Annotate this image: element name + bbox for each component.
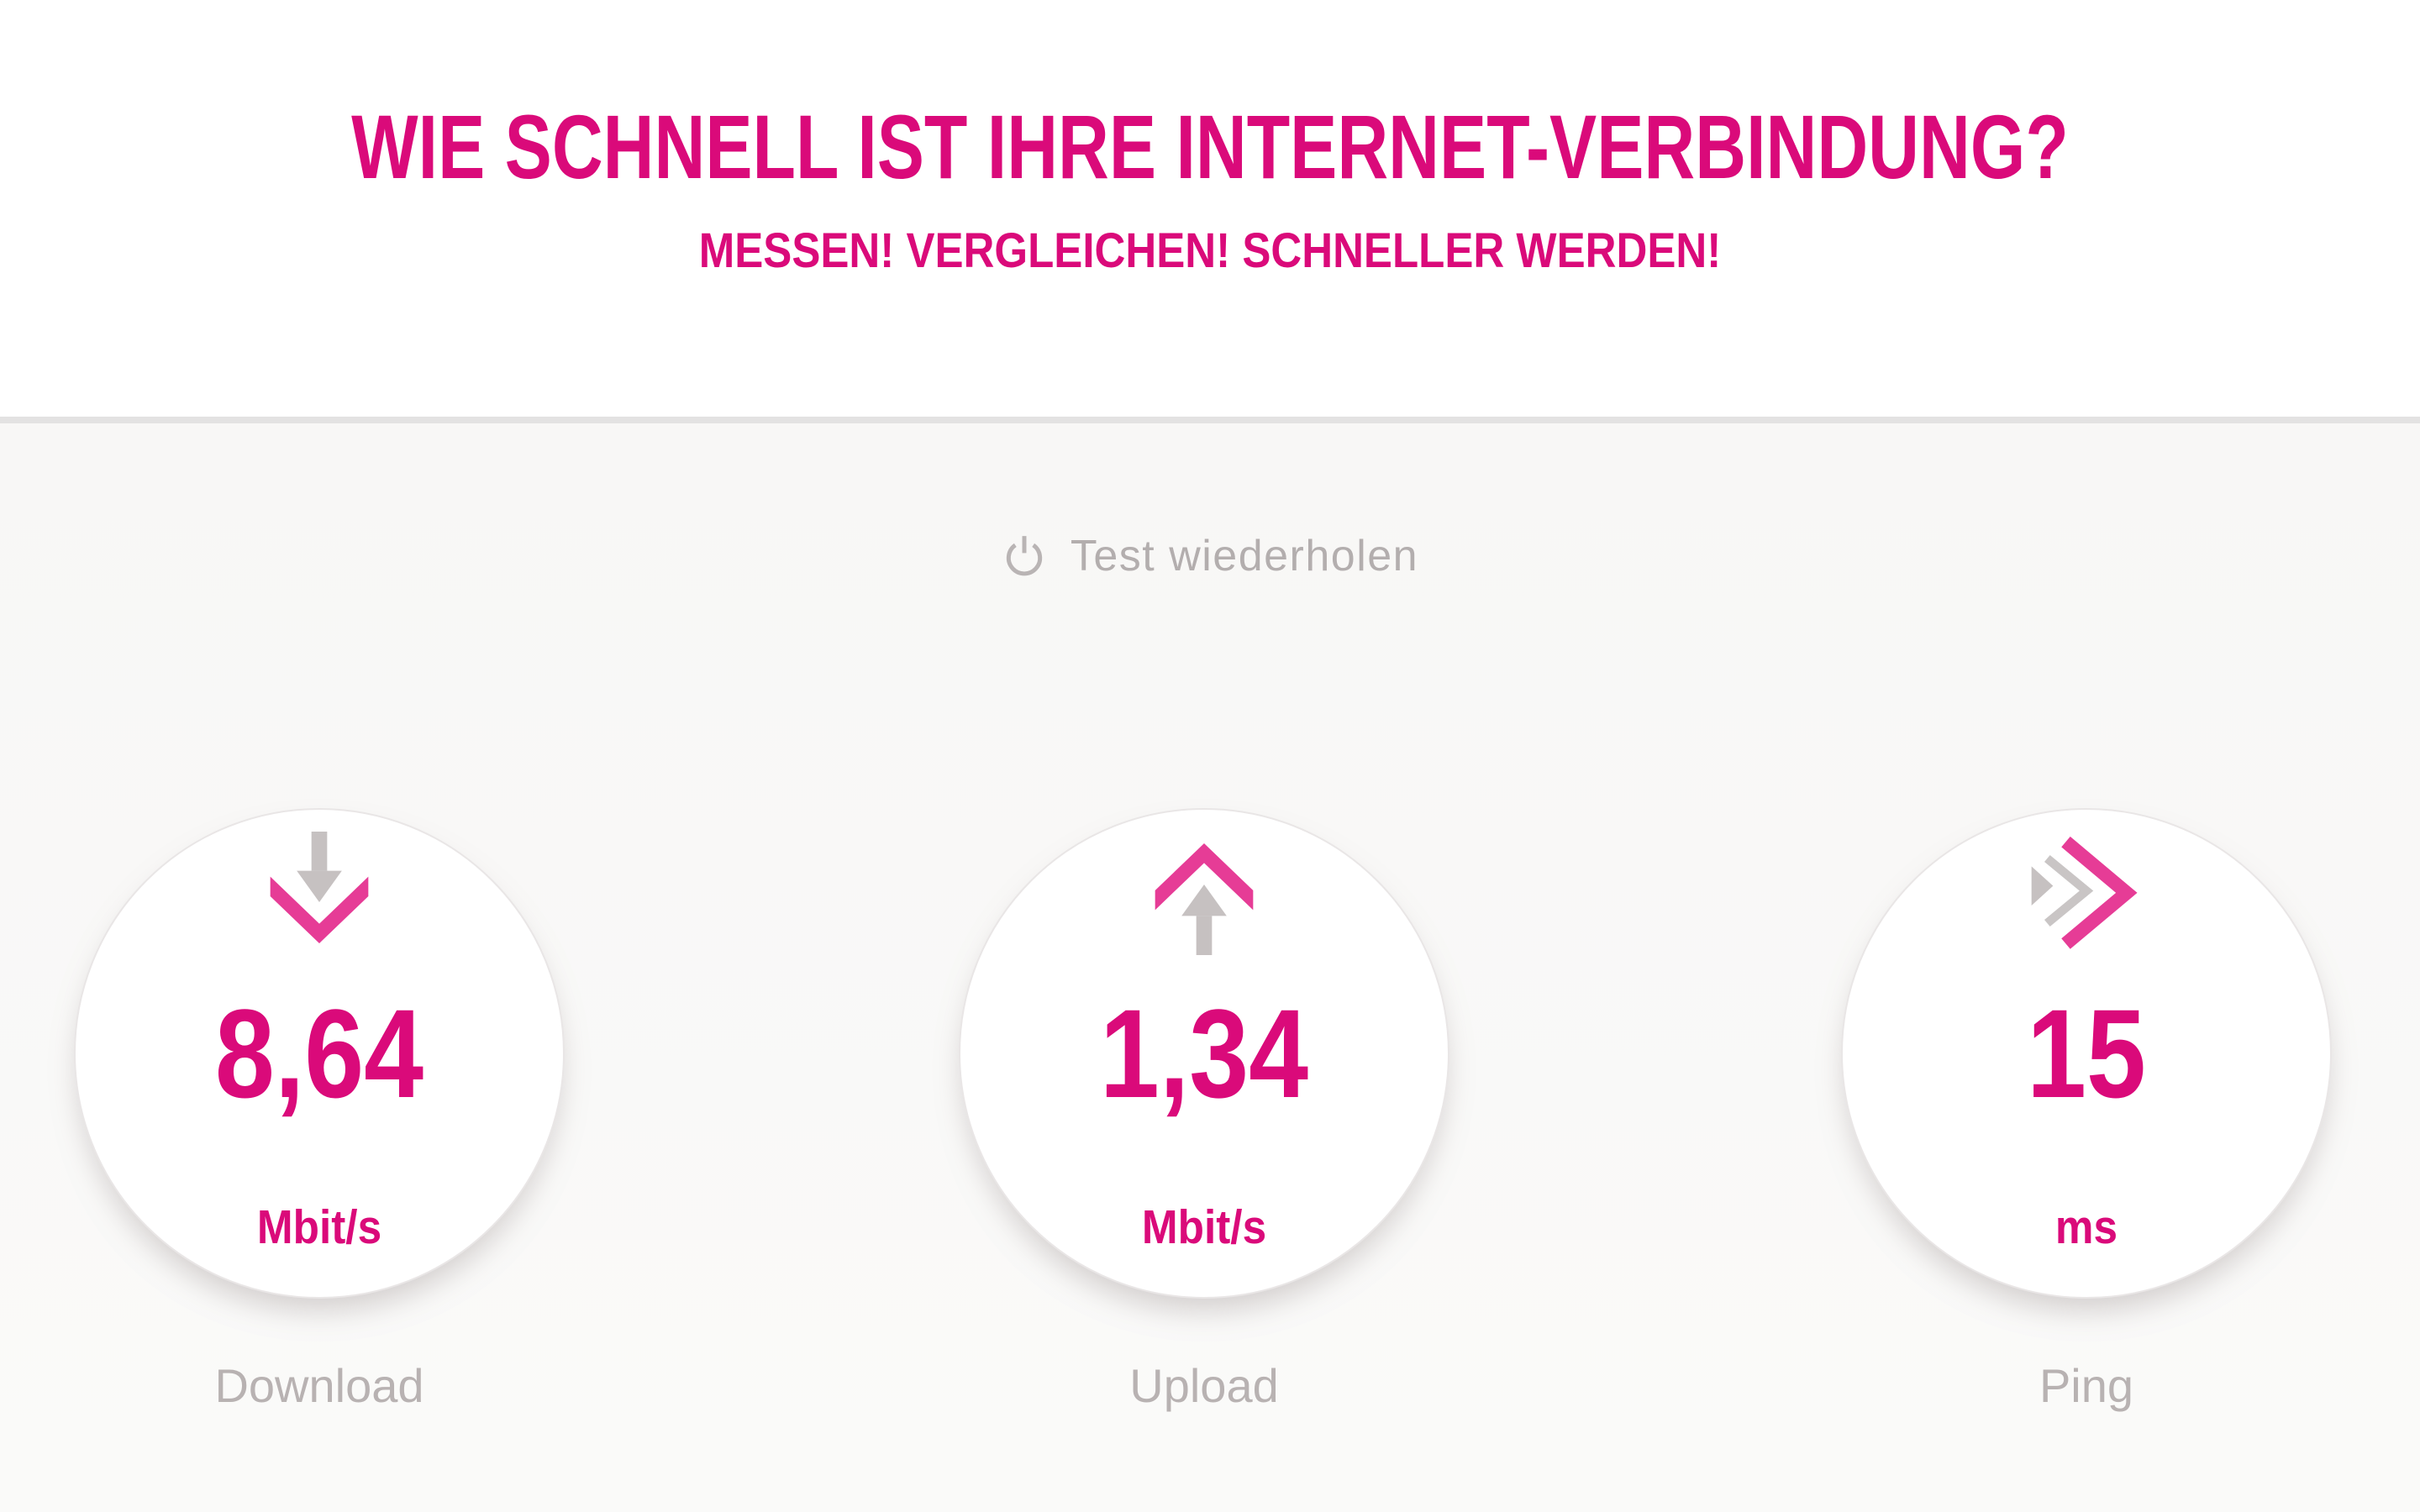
download-metric-circle: 8,64 Mbit/s Download xyxy=(74,808,565,1410)
upload-metric-circle: 1,34 Mbit/s Upload xyxy=(959,808,1449,1410)
page-subtitle: MESSEN! VERGLEICHEN! SCHNELLER WERDEN! xyxy=(698,223,1722,278)
header-divider xyxy=(0,417,2420,423)
download-value: 8,64 xyxy=(214,983,424,1124)
ping-value: 15 xyxy=(2027,983,2146,1124)
upload-label: Upload xyxy=(1129,1359,1279,1412)
page-title: WIE SCHNELL IST IHRE INTERNET-VERBINDUNG… xyxy=(351,96,2069,197)
ping-label: Ping xyxy=(2039,1359,2134,1412)
upload-value: 1,34 xyxy=(1099,983,1309,1124)
repeat-test-label: Test wiederholen xyxy=(1070,532,1419,580)
upload-unit: Mbit/s xyxy=(1141,1200,1267,1254)
repeat-test-button[interactable]: Test wiederholen xyxy=(0,532,2420,580)
upload-arrow-icon xyxy=(1145,832,1263,959)
download-label: Download xyxy=(214,1359,424,1412)
download-unit: Mbit/s xyxy=(256,1200,382,1254)
ping-chevrons-icon xyxy=(2028,835,2145,957)
ping-unit: ms xyxy=(2054,1200,2118,1254)
download-arrow-icon xyxy=(260,832,378,959)
ping-metric-circle: 15 ms Ping xyxy=(1841,808,2332,1410)
power-icon xyxy=(1002,533,1047,579)
